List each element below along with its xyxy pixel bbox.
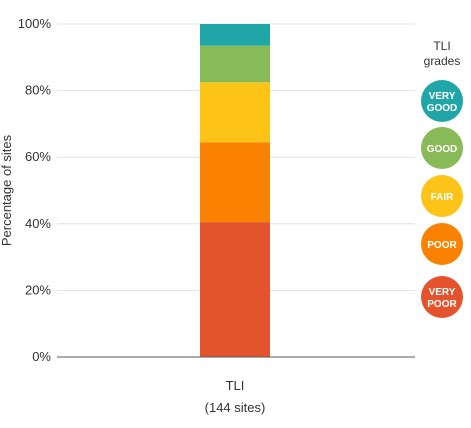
legend-label: VERY GOOD [427, 91, 458, 114]
y-tick-label: 20% [25, 282, 51, 297]
bar-segment-very-good [200, 24, 270, 46]
bar-segment-poor [200, 142, 270, 223]
bar-segment-very-poor [200, 222, 270, 357]
legend-label: POOR [427, 240, 457, 251]
y-tick-label: 0% [32, 349, 51, 364]
legend-swatch [421, 127, 463, 169]
legend-swatch [421, 175, 463, 217]
legend-swatch [421, 223, 463, 265]
y-tick-label: 40% [25, 216, 51, 231]
y-tick-label: 100% [18, 16, 52, 31]
bar-segment-good [200, 45, 270, 83]
y-tick-label: 80% [25, 83, 51, 98]
legend-label: VERY POOR [427, 287, 457, 310]
y-tick-label: 60% [25, 149, 51, 164]
y-axis-ticks: 0% 20% 40% 60% 80% 100% [18, 16, 52, 364]
legend-label: FAIR [431, 192, 455, 203]
legend-label: GOOD [427, 144, 458, 155]
legend: TLI grades VERY GOOD GOOD FAIR POOR VERY POOR [421, 39, 463, 318]
y-axis-label: Percentage of sites [0, 134, 14, 246]
x-category-subtitle: (144 sites) [205, 400, 266, 415]
legend-title: TLI grades [424, 39, 461, 68]
legend-swatch [421, 276, 463, 318]
legend-swatch [421, 80, 463, 122]
bar-segment-fair [200, 82, 270, 143]
x-category-label: TLI [226, 378, 245, 393]
bars [200, 24, 270, 357]
